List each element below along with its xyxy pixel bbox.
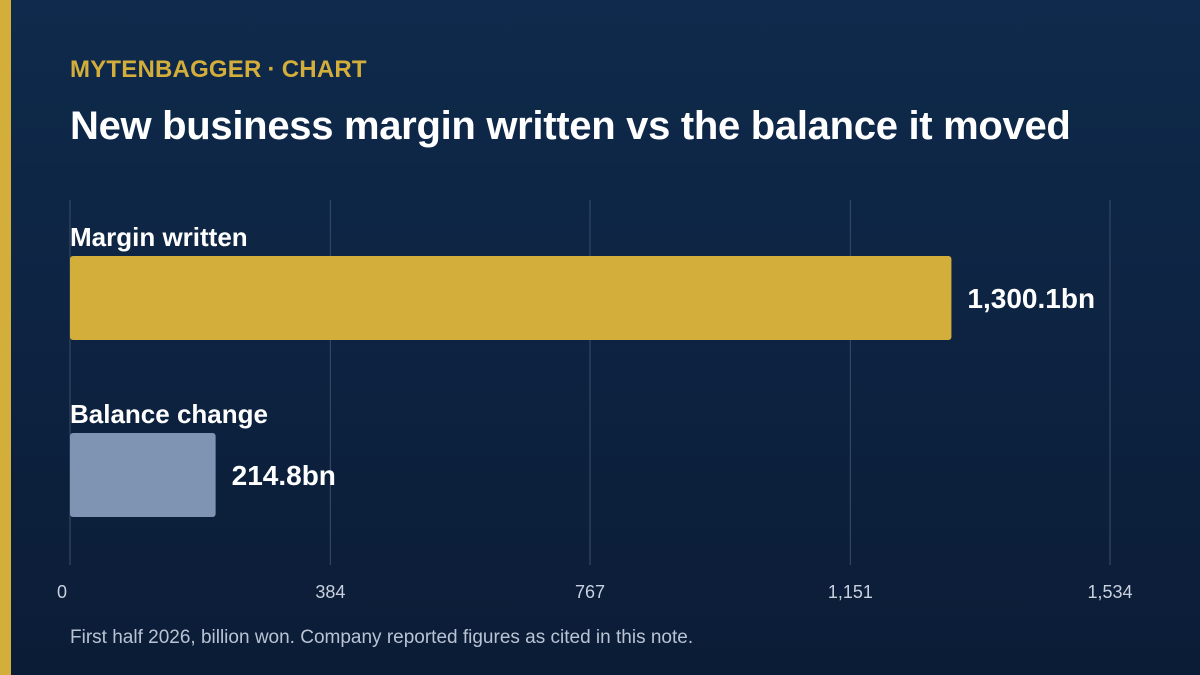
chart-title: New business margin written vs the balan…: [70, 104, 1071, 148]
x-tick-label: 1,151: [828, 582, 873, 602]
brand-label: MYTENBAGGER: [70, 56, 262, 83]
data-label: 214.8bn: [232, 460, 336, 491]
kicker-separator: ·: [267, 56, 276, 83]
x-tick-label: 0: [57, 582, 67, 602]
bar: [70, 256, 952, 340]
category-label: Balance change: [70, 399, 268, 429]
category-label: Margin written: [70, 222, 248, 252]
x-axis-ticks: 0 384 767 1,151 1,534: [57, 582, 1133, 602]
bar: [70, 433, 216, 517]
accent-bar: [0, 0, 11, 675]
kicker: MYTENBAGGER · CHART: [70, 56, 367, 84]
data-label: 1,300.1bn: [967, 283, 1095, 314]
footnote: First half 2026, billion won. Company re…: [70, 627, 694, 648]
section-label: CHART: [281, 56, 367, 83]
x-tick-label: 384: [315, 582, 345, 602]
gridlines: [69, 200, 1111, 565]
x-tick-label: 767: [575, 582, 605, 602]
bars: Margin written 1,300.1bn Balance change 214…: [70, 222, 1095, 517]
x-tick-label: 1,534: [1087, 582, 1132, 602]
